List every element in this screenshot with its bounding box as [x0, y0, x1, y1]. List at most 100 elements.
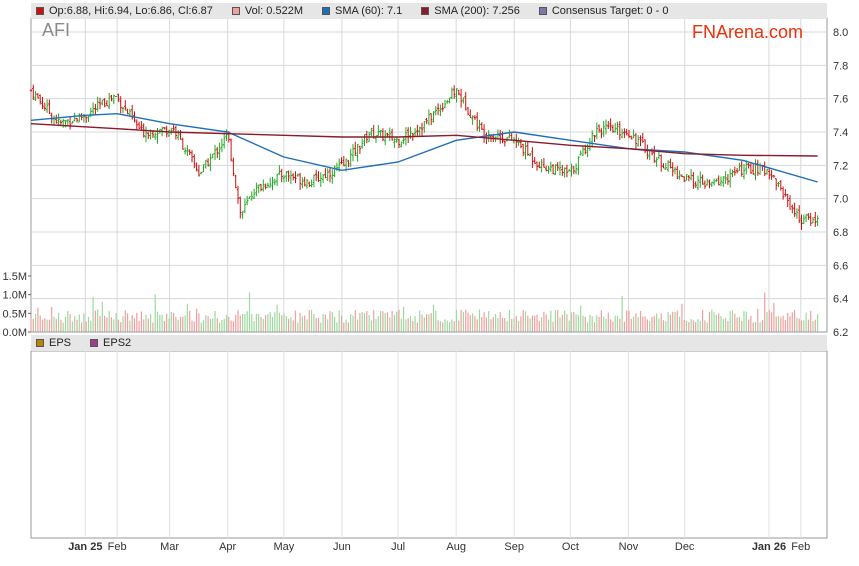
volume-bar: [409, 315, 412, 332]
volume-bar: [87, 316, 90, 332]
volume-bar: [327, 319, 329, 332]
volume-bar: [598, 317, 600, 332]
volume-bar: [637, 317, 639, 332]
volume-bar: [315, 318, 317, 332]
volume-bar: [163, 321, 165, 332]
volume-bar: [478, 309, 481, 332]
volume-bar: [649, 321, 651, 332]
volume-bar: [170, 311, 172, 332]
volume-bar: [582, 315, 584, 332]
volume-bar: [538, 320, 540, 332]
volume-bar: [807, 319, 809, 332]
volume-bar: [497, 318, 499, 332]
volume-bar: [529, 318, 531, 332]
price-legend: Op:6.88, Hi:6.94, Lo:6.86, Cl:6.87 Vol: 0…: [31, 3, 827, 19]
volume-bar: [46, 319, 48, 332]
volume-bar: [495, 314, 497, 332]
volume-bar: [384, 313, 386, 332]
volume-bar: [81, 322, 83, 332]
volume-bar: [738, 316, 740, 332]
legend-item: Op:6.88, Hi:6.94, Lo:6.86, Cl:6.87: [31, 5, 213, 17]
volume-bar: [198, 313, 200, 332]
volume-bar: [127, 313, 129, 332]
volume-bar: [421, 314, 423, 332]
volume-bar: [646, 319, 648, 332]
eps-legend: EPS EPS2: [31, 335, 827, 351]
volume-bar: [800, 320, 803, 332]
volume-bar: [628, 310, 630, 332]
volume-bar: [85, 321, 87, 332]
volume-bar: [633, 316, 635, 332]
volume-bar: [322, 314, 324, 332]
y-tick-label: 7.0: [833, 194, 848, 206]
volume-bar: [92, 296, 94, 332]
volume-bar: [74, 316, 76, 332]
volume-bar: [743, 311, 745, 332]
volume-bar: [610, 319, 612, 332]
volume-bar: [39, 315, 41, 332]
y-tick-label: 6.8: [833, 227, 848, 239]
volume-bar: [122, 316, 124, 332]
volume-bar: [377, 316, 379, 332]
volume-bar: [635, 313, 637, 332]
volume-bar: [200, 322, 202, 332]
volume-bar: [232, 321, 234, 332]
brand-logo: FNArena.com: [692, 22, 804, 42]
volume-bar: [140, 311, 142, 332]
volume-bar: [789, 316, 791, 332]
volume-bar: [317, 318, 320, 332]
volume-bar: [407, 318, 409, 332]
eps2-swatch-icon: [90, 339, 99, 347]
volume-bar: [350, 313, 352, 332]
volume-bar: [189, 310, 191, 332]
volume-bar: [589, 314, 591, 332]
volume-bar: [334, 317, 336, 332]
volume-bar: [566, 314, 568, 332]
volume-bar: [644, 316, 646, 332]
candle-swatch-icon: [36, 7, 44, 15]
volume-bar: [639, 310, 642, 332]
volume-bar: [518, 321, 520, 332]
volume-bar: [262, 318, 264, 332]
volume-bar: [520, 316, 522, 332]
volume-bar: [725, 317, 727, 332]
volume-bar: [591, 316, 593, 332]
volume-bar: [69, 314, 71, 332]
volume-bar: [660, 313, 662, 332]
volume-bar: [281, 315, 283, 332]
volume-bar: [225, 314, 228, 332]
volume-bar: [568, 320, 570, 332]
volume-bar: [297, 322, 299, 332]
volume-bar: [320, 322, 322, 332]
volume-bar: [580, 305, 582, 332]
volume-bar: [805, 312, 807, 332]
volume-bar: [515, 315, 517, 332]
volume-bar: [179, 316, 182, 332]
volume-bar: [228, 316, 230, 332]
volume-bar: [71, 321, 73, 332]
volume-bar: [159, 314, 161, 332]
volume-bar: [759, 322, 761, 332]
volume-bar: [253, 321, 255, 332]
volume-bar: [124, 310, 126, 332]
volume-bar: [704, 320, 706, 332]
volume-bar: [727, 320, 729, 332]
volume-bar: [814, 319, 816, 332]
legend-item: EPS: [31, 337, 71, 349]
volume-bar: [766, 312, 768, 332]
volume-bar: [182, 316, 184, 332]
volume-bar: [168, 318, 170, 332]
volume-bar: [731, 310, 734, 332]
volume-bar: [435, 310, 437, 332]
volume-bar: [110, 317, 113, 332]
volume-bar: [230, 320, 232, 332]
volume-bar: [506, 321, 508, 332]
volume-bar: [472, 313, 474, 332]
volume-bar: [524, 311, 527, 332]
volume-bar: [499, 312, 501, 332]
volume-bar: [467, 312, 469, 332]
volume-bar: [324, 314, 326, 332]
legend-item: SMA (60): 7.1: [317, 5, 402, 17]
y-tick-label: 7.4: [833, 127, 848, 139]
volume-bar: [340, 315, 343, 332]
